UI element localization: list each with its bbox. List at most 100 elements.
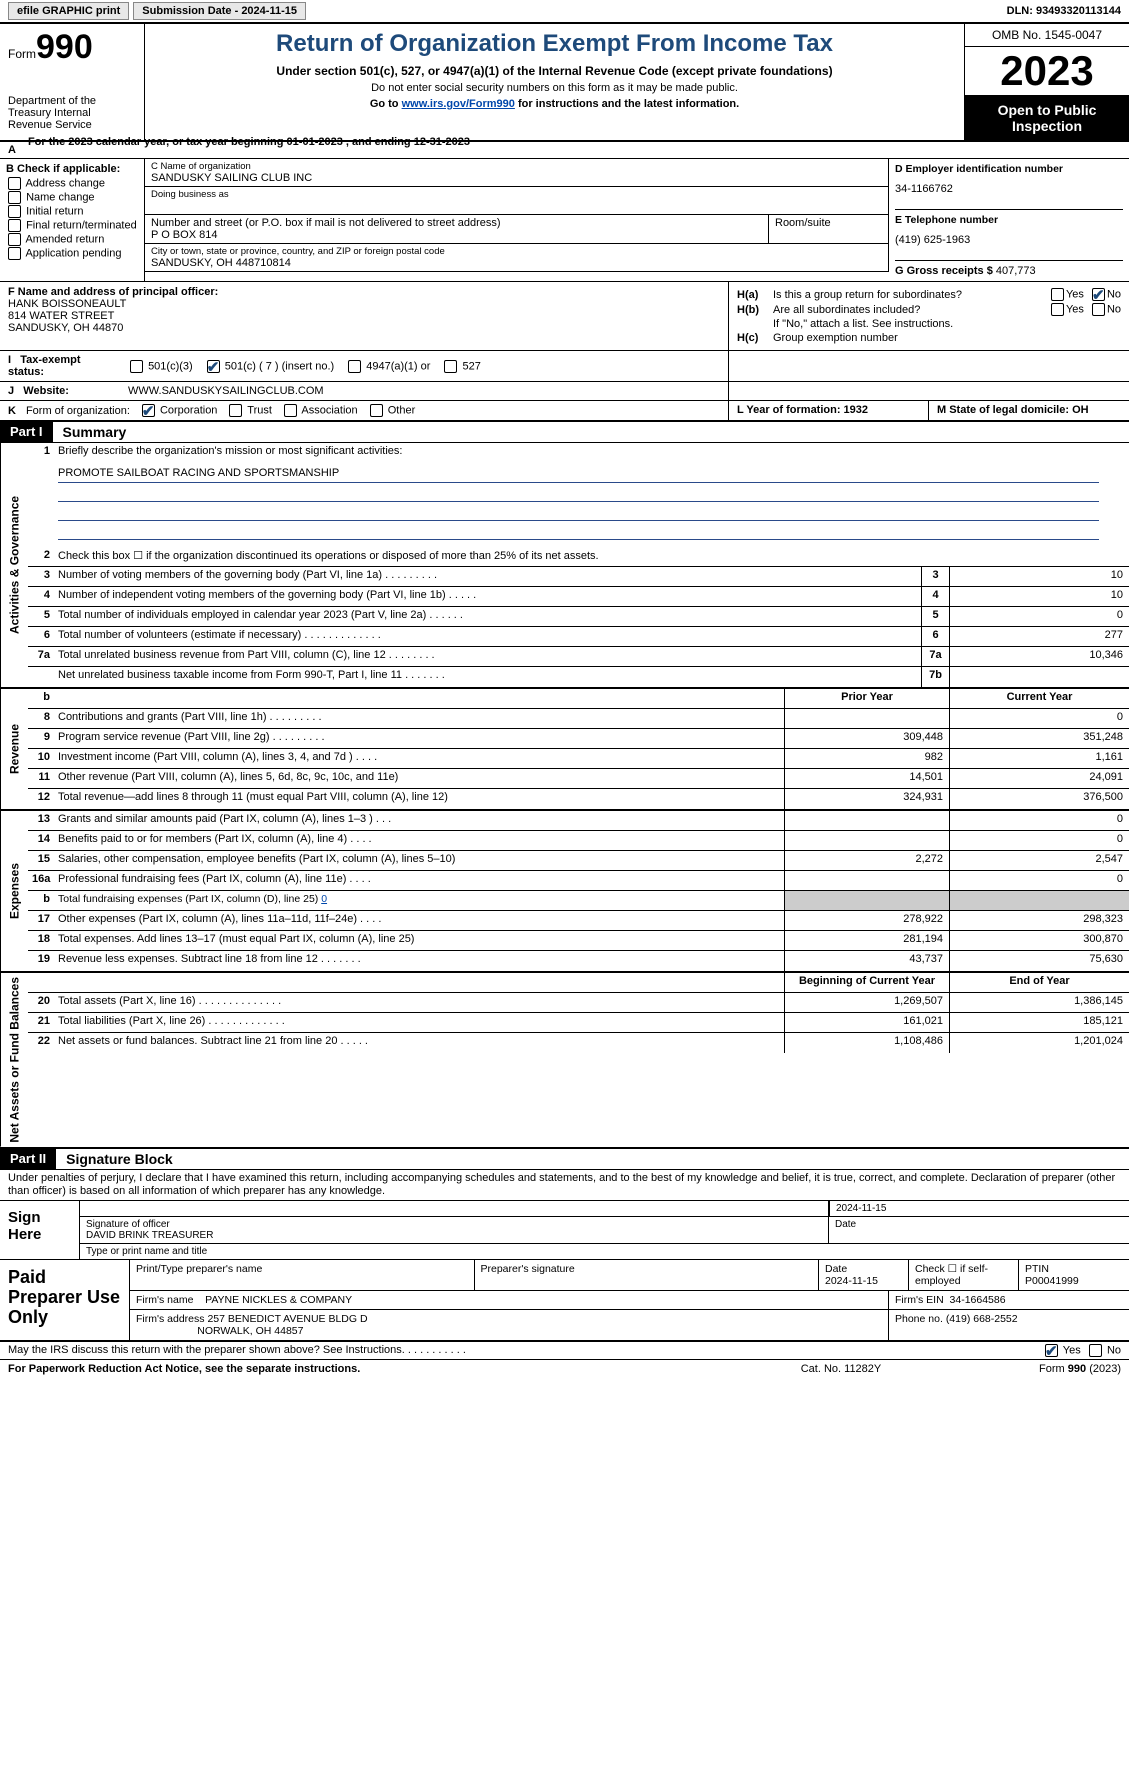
current-val: 351,248 (949, 729, 1129, 748)
addr-label: Number and street (or P.O. box if mail i… (151, 217, 762, 229)
line-desc: Net assets or fund balances. Subtract li… (54, 1033, 784, 1053)
paperwork-notice: For Paperwork Reduction Act Notice, see … (8, 1363, 741, 1375)
tel: (419) 625-1963 (895, 234, 1123, 246)
discuss-yes[interactable]: Yes (1043, 1344, 1081, 1357)
gross-receipts: G Gross receipts $ 407,773 (895, 265, 1123, 277)
prior-val: 281,194 (784, 931, 949, 950)
form-number: Form990 (8, 28, 136, 67)
topbar: efile GRAPHIC print Submission Date - 20… (0, 0, 1129, 24)
col-h: H(a)Is this a group return for subordina… (729, 282, 1129, 350)
prep-phone: (419) 668-2552 (946, 1313, 1018, 1325)
end-year-hdr: End of Year (949, 973, 1129, 992)
block-bcd: B Check if applicable: Address change Na… (0, 159, 1129, 282)
current-val: 1,201,024 (949, 1033, 1129, 1053)
ein: 34-1166762 (895, 183, 1123, 195)
sig-officer-name: DAVID BRINK TREASURER (86, 1230, 213, 1241)
line-desc: Other expenses (Part IX, column (A), lin… (54, 911, 784, 930)
gov-line-desc: Net unrelated business taxable income fr… (54, 667, 921, 687)
room-label: Room/suite (775, 217, 882, 229)
current-val: 298,323 (949, 911, 1129, 930)
cb-501c3[interactable]: 501(c)(3) (128, 360, 193, 373)
cb-initial-return[interactable]: Initial return (6, 205, 138, 218)
line-desc: Total fundraising expenses (Part IX, col… (54, 891, 784, 910)
hc-text: Group exemption number (773, 332, 1121, 344)
cat-no: Cat. No. 11282Y (741, 1363, 941, 1375)
gov-line-val: 0 (949, 607, 1129, 626)
prior-val: 14,501 (784, 769, 949, 788)
line-desc: Contributions and grants (Part VIII, lin… (54, 709, 784, 728)
dept: Department of the Treasury Internal Reve… (8, 95, 136, 131)
cb-527[interactable]: 527 (442, 360, 480, 373)
gov-line-box: 7b (921, 667, 949, 687)
gov-line-box: 3 (921, 567, 949, 586)
gov-line-desc: Check this box ☐ if the organization dis… (54, 547, 1129, 566)
discuss-no[interactable]: No (1087, 1344, 1121, 1357)
prior-val: 982 (784, 749, 949, 768)
efile-print-button[interactable]: efile GRAPHIC print (8, 2, 129, 20)
ha-text: Is this a group return for subordinates? (773, 289, 1049, 301)
prep-ein: 34-1664586 (950, 1294, 1006, 1306)
gov-line-desc: Total unrelated business revenue from Pa… (54, 647, 921, 666)
gov-line-desc: Total number of volunteers (estimate if … (54, 627, 921, 646)
open-inspection: Open to Public Inspection (965, 96, 1129, 140)
cb-final-return[interactable]: Final return/terminated (6, 219, 138, 232)
col-d: D Employer identification number34-11667… (889, 159, 1129, 281)
irs-link[interactable]: www.irs.gov/Form990 (402, 98, 515, 110)
form-subtitle-1: Under section 501(c), 527, or 4947(a)(1)… (153, 64, 956, 78)
prep-addr1: 257 BENEDICT AVENUE BLDG D (207, 1313, 367, 1325)
prior-val: 1,269,507 (784, 993, 949, 1012)
line-desc: Total expenses. Add lines 13–17 (must eq… (54, 931, 784, 950)
prior-val (784, 871, 949, 890)
gov-line-desc: Number of voting members of the governin… (54, 567, 921, 586)
current-val: 0 (949, 811, 1129, 830)
cb-address-change[interactable]: Address change (6, 177, 138, 190)
section-revenue: Revenue bPrior YearCurrent Year 8Contrib… (0, 689, 1129, 811)
prep-addr2: NORWALK, OH 44857 (197, 1325, 303, 1337)
col-b-header: B Check if applicable: (6, 163, 138, 175)
sig-type-label: Type or print name and title (80, 1244, 1129, 1259)
mission-label: Briefly describe the organization's miss… (54, 443, 1129, 463)
org-name-label: C Name of organization (151, 161, 882, 172)
line-desc: Benefits paid to or for members (Part IX… (54, 831, 784, 850)
dln: DLN: 93493320113144 (1007, 5, 1121, 17)
form-title: Return of Organization Exempt From Incom… (153, 30, 956, 58)
gov-line-box: 6 (921, 627, 949, 646)
cb-other[interactable]: Other (368, 404, 416, 417)
col-b: B Check if applicable: Address change Na… (0, 159, 145, 281)
current-val: 0 (949, 709, 1129, 728)
block-fh: F Name and address of principal officer:… (0, 282, 1129, 351)
website: WWW.SANDUSKYSAILINGCLUB.COM (120, 382, 729, 400)
cb-501c[interactable]: 501(c) ( 7 ) (insert no.) (205, 360, 334, 373)
current-year-hdr: Current Year (949, 689, 1129, 708)
cb-trust[interactable]: Trust (227, 404, 272, 417)
line-desc: Total revenue—add lines 8 through 11 (mu… (54, 789, 784, 809)
cb-amended[interactable]: Amended return (6, 233, 138, 246)
cb-4947[interactable]: 4947(a)(1) or (346, 360, 430, 373)
cb-corp[interactable]: Corporation (140, 404, 218, 417)
cb-name-change[interactable]: Name change (6, 191, 138, 204)
current-val: 300,870 (949, 931, 1129, 950)
cb-app-pending[interactable]: Application pending (6, 247, 138, 260)
discuss-row: May the IRS discuss this return with the… (0, 1342, 1129, 1360)
part2-header: Part II Signature Block (0, 1149, 1129, 1170)
sig-date-label: Date (829, 1217, 1129, 1243)
current-val: 376,500 (949, 789, 1129, 809)
hb-yes[interactable]: Yes (1049, 303, 1084, 316)
vlabel-exp: Expenses (0, 811, 28, 971)
prep-ptin: PTINP00041999 (1019, 1260, 1129, 1290)
hb-no[interactable]: No (1090, 303, 1121, 316)
current-val: 24,091 (949, 769, 1129, 788)
line-desc: Total assets (Part X, line 16) . . . . .… (54, 993, 784, 1012)
current-val: 0 (949, 871, 1129, 890)
current-val: 1,386,145 (949, 993, 1129, 1012)
line-desc: Investment income (Part VIII, column (A)… (54, 749, 784, 768)
prep-selfemp[interactable]: Check ☐ if self-employed (909, 1260, 1019, 1290)
section-governance: Activities & Governance 1Briefly describ… (0, 443, 1129, 689)
prior-val (784, 709, 949, 728)
ha-no[interactable]: No (1090, 288, 1121, 301)
gov-line-val: 10 (949, 587, 1129, 606)
col-c: C Name of organizationSANDUSKY SAILING C… (145, 159, 889, 281)
ha-yes[interactable]: Yes (1049, 288, 1084, 301)
cb-assoc[interactable]: Association (282, 404, 358, 417)
prep-sig-hdr: Preparer's signature (475, 1260, 820, 1290)
